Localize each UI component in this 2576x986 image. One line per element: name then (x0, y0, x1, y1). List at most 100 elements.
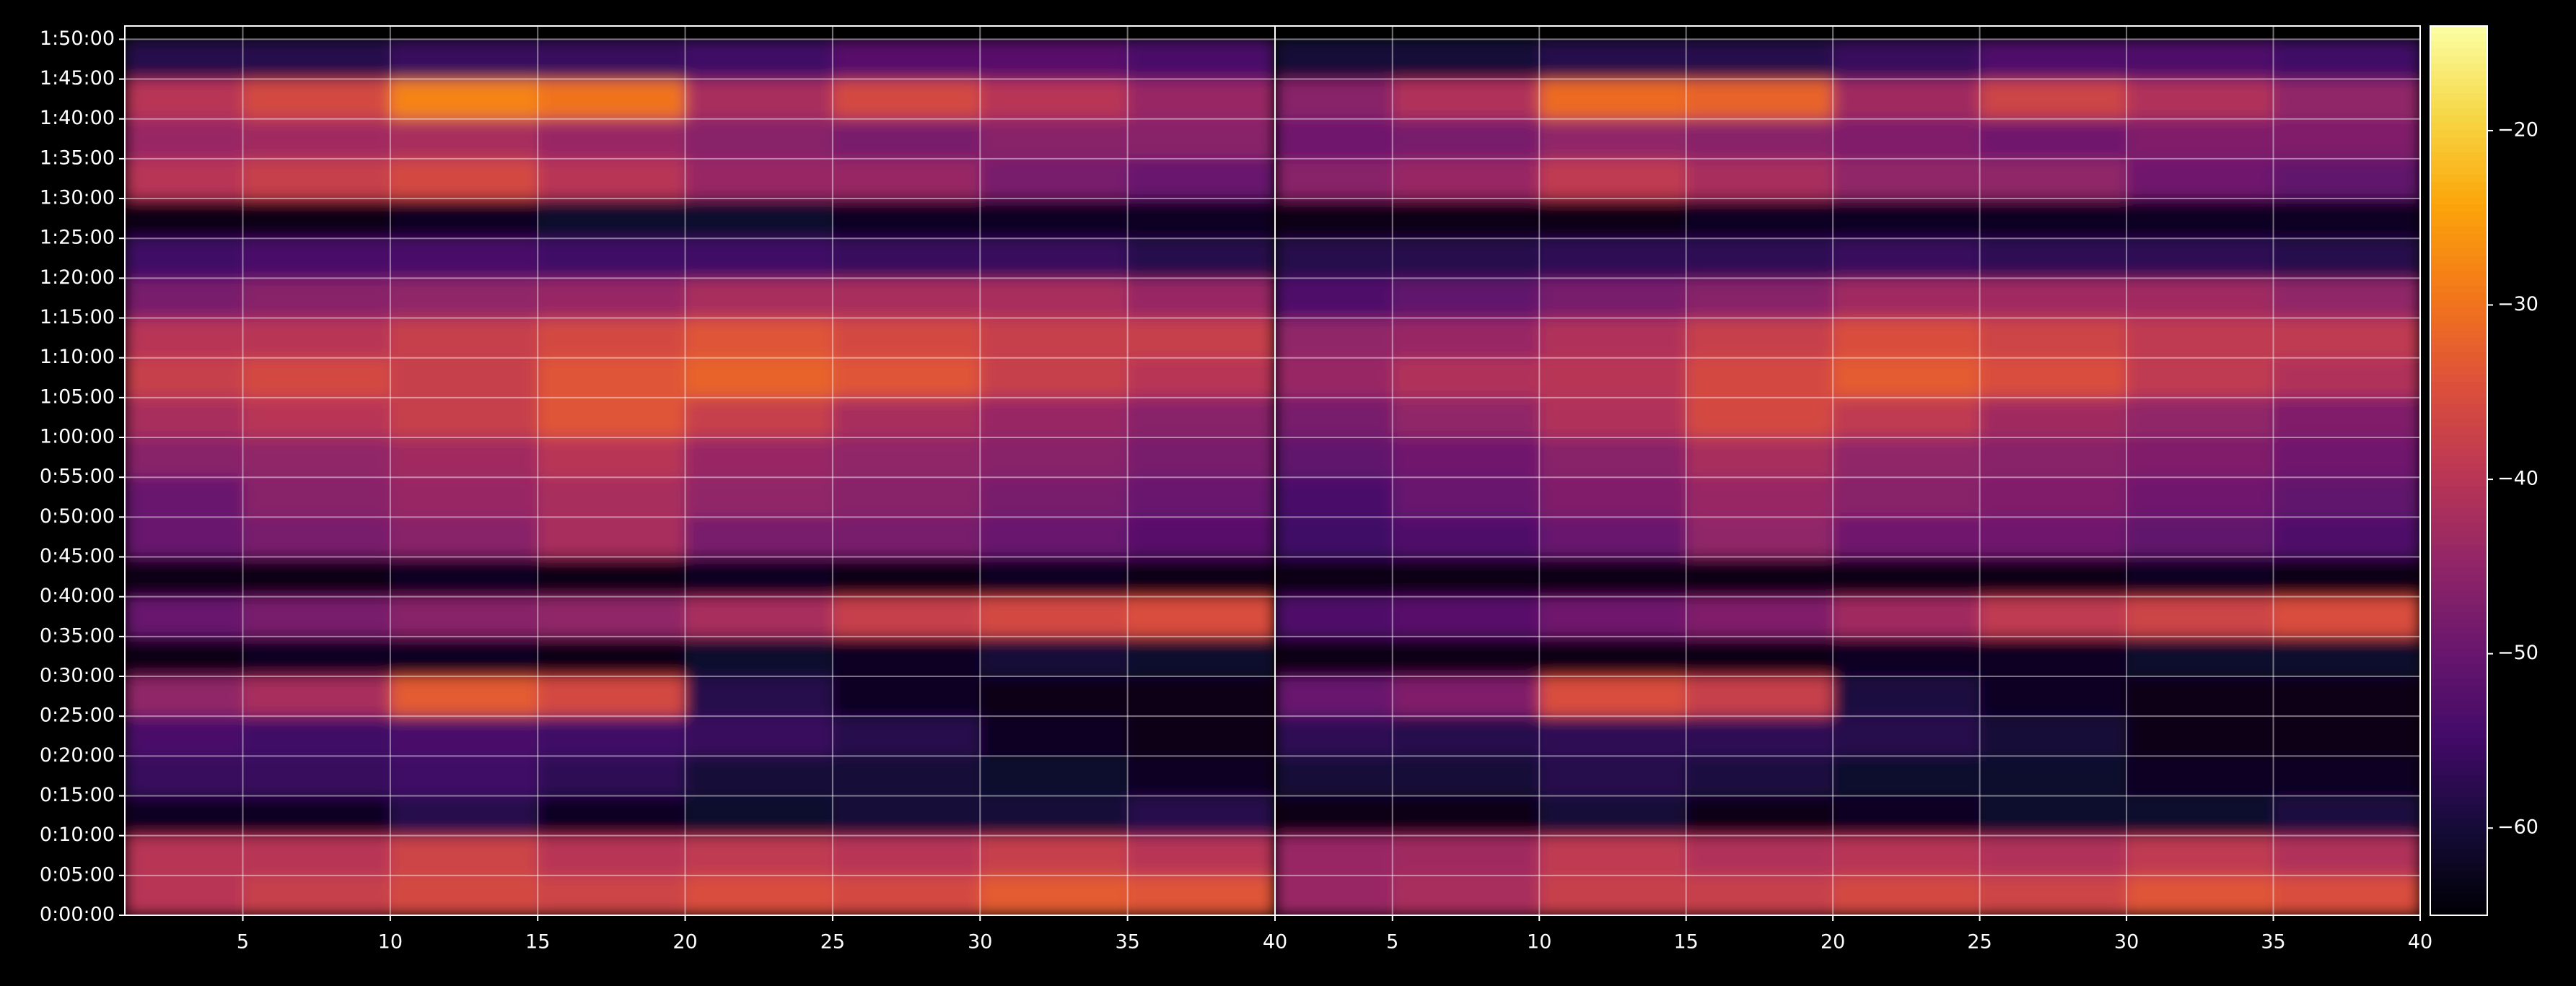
heatmap-cell (685, 158, 833, 199)
heatmap-cell (1979, 716, 2127, 756)
heatmap-cell (390, 557, 538, 598)
heatmap-cell (1392, 357, 1540, 398)
heatmap-cell (832, 596, 981, 637)
heatmap-cell (2126, 318, 2274, 359)
heatmap-cell (1392, 716, 1540, 756)
colorbar-segment (2430, 100, 2487, 108)
colorbar-segment (2430, 300, 2487, 308)
heatmap-cell (1686, 278, 1834, 319)
colorbar-segment (2430, 352, 2487, 360)
heatmap-cell (390, 795, 538, 837)
colorbar-segment (2430, 381, 2487, 390)
heatmap-cell (1275, 198, 1393, 239)
heatmap-cell (1392, 397, 1540, 438)
heatmap-cell (1833, 676, 1981, 717)
heatmap-cell (242, 357, 391, 398)
heatmap-cell (2126, 517, 2274, 558)
heatmap-cell (1392, 437, 1540, 478)
heatmap-cell (980, 39, 1129, 80)
heatmap-cell (2126, 795, 2274, 837)
heatmap-cell (390, 716, 538, 756)
heatmap-cell (685, 118, 833, 160)
y-tick-label: 0:30:00 (40, 665, 115, 687)
heatmap-cell (1127, 318, 1276, 359)
heatmap-cell (2126, 278, 2274, 319)
colorbar-segment (2430, 92, 2487, 101)
colorbar-segment (2430, 337, 2487, 346)
colorbar-segment (2430, 322, 2487, 331)
heatmap-cell (1275, 676, 1393, 717)
y-tick-label: 1:10:00 (40, 346, 115, 368)
heatmap-cell (1127, 118, 1276, 160)
y-tick-label: 1:05:00 (40, 385, 115, 408)
heatmap-cell (1392, 198, 1540, 239)
colorbar-segment (2430, 744, 2487, 753)
colorbar-segment (2430, 107, 2487, 115)
colorbar-segment (2430, 471, 2487, 479)
heatmap-cell (538, 636, 686, 677)
colorbar-segment (2430, 152, 2487, 160)
heatmap-cell (832, 795, 981, 837)
heatmap-cell (980, 517, 1129, 558)
y-tick-label: 0:55:00 (40, 466, 115, 488)
heatmap-cell (832, 278, 981, 319)
heatmap-cell (1833, 79, 1981, 120)
heatmap-cell (390, 318, 538, 359)
colorbar-tick-label: −50 (2497, 642, 2538, 664)
colorbar-segment (2430, 396, 2487, 405)
colorbar-segment (2430, 367, 2487, 375)
heatmap-cell (2273, 756, 2421, 797)
heatmap-cell (1979, 636, 2127, 677)
heatmap-cell (1979, 437, 2127, 478)
heatmap-cell (1275, 318, 1393, 359)
y-tick-label: 0:15:00 (40, 784, 115, 806)
colorbar-segment (2430, 567, 2487, 575)
colorbar-segment (2430, 218, 2487, 227)
colorbar-segment (2430, 374, 2487, 383)
heatmap-cell (685, 397, 833, 438)
heatmap-cell (832, 557, 981, 598)
heatmap-cell (125, 158, 243, 199)
heatmap-cell (1686, 795, 1834, 837)
heatmap-cell (538, 39, 686, 80)
x-tick-label: 15 (525, 931, 550, 954)
heatmap-cell (2126, 676, 2274, 717)
heatmap-cell (685, 477, 833, 518)
y-tick-label: 1:30:00 (40, 187, 115, 209)
heatmap-cell (1833, 875, 1981, 916)
heatmap-cell (2126, 835, 2274, 876)
heatmap-cell (125, 278, 243, 319)
heatmap-cell (2126, 477, 2274, 518)
colorbar-segment (2430, 485, 2487, 494)
colorbar-segment (2430, 693, 2487, 701)
heatmap-cell (1275, 477, 1393, 518)
heatmap-cell (1127, 278, 1276, 319)
colorbar-segment (2430, 181, 2487, 190)
heatmap-cell (1539, 795, 1687, 837)
heatmap-cell (242, 517, 391, 558)
colorbar-segment (2430, 603, 2487, 612)
heatmap-cell (1833, 158, 1981, 199)
heatmap-cell (1979, 158, 2127, 199)
colorbar-segment (2430, 85, 2487, 93)
heatmap-cell (538, 517, 686, 558)
heatmap-cell (2273, 875, 2421, 916)
heatmap-cell (2273, 437, 2421, 478)
colorbar-segment (2430, 196, 2487, 204)
colorbar-segment (2430, 715, 2487, 723)
colorbar-frame (2430, 25, 2488, 916)
colorbar-segment (2430, 411, 2487, 419)
heatmap-cell (1979, 835, 2127, 876)
heatmap-cell (1539, 676, 1687, 717)
heatmap-cell (2273, 39, 2421, 80)
colorbar-segment (2430, 56, 2487, 64)
colorbar-segment (2430, 530, 2487, 538)
heatmap-cell (1686, 517, 1834, 558)
heatmap-cell (1833, 756, 1981, 797)
heatmap-cell (390, 835, 538, 876)
y-tick-label: 1:15:00 (40, 306, 115, 328)
heatmap-cell (685, 557, 833, 598)
heatmap-cell (1833, 636, 1981, 677)
colorbar-segment (2430, 167, 2487, 175)
